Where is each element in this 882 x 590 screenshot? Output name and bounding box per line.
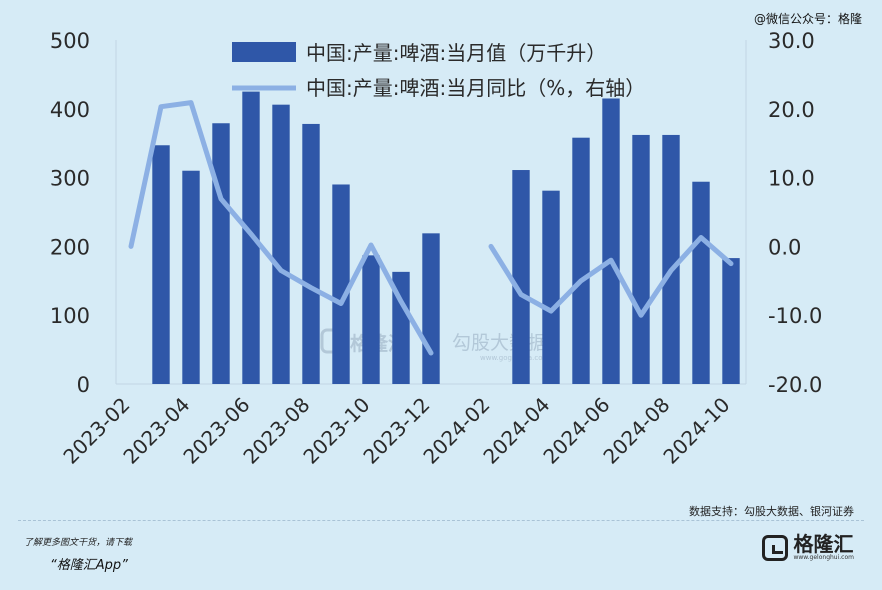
y-left-tick-label: 100 (50, 304, 90, 328)
y-right-tick-label: -20.0 (768, 373, 822, 397)
watermark-product: 勾股大数据 (452, 332, 547, 354)
bar (632, 134, 650, 384)
legend-bar-label: 中国:产量:啤酒:当月值（万千升） (306, 41, 606, 65)
bar (362, 255, 380, 384)
line-point (430, 352, 432, 354)
line-point (340, 303, 342, 305)
y-left-tick-label: 400 (50, 98, 90, 122)
line-point (310, 287, 312, 289)
line-point (250, 233, 252, 235)
logo-name: 格隆汇 (793, 532, 854, 556)
bar (422, 233, 440, 384)
y-left-tick-label: 200 (50, 235, 90, 259)
y-right-tick-label: 10.0 (768, 167, 815, 191)
bar (182, 170, 200, 384)
y-right-tick-label: 0.0 (768, 235, 801, 259)
line-point (370, 244, 372, 246)
line-point (280, 269, 282, 271)
bar (662, 134, 680, 384)
line-point (670, 269, 672, 271)
brand-logo: 格隆汇 www.gelonghui.com (762, 534, 854, 561)
y-left-tick-label: 500 (50, 29, 90, 53)
bar (302, 123, 320, 384)
line-point (520, 294, 522, 296)
bar (572, 137, 590, 384)
x-tick-label: 2024-10 (658, 393, 734, 469)
y-left-tick-label: 0 (77, 373, 90, 397)
logo-url: www.gelonghui.com (793, 554, 854, 561)
legend-line-label: 中国:产量:啤酒:当月同比（%，右轴） (306, 76, 645, 100)
bar (512, 170, 530, 384)
y-right-tick-label: 30.0 (768, 29, 815, 53)
line-point (640, 314, 642, 316)
line-point (700, 236, 702, 238)
bar (602, 98, 620, 384)
y-left-tick-label: 300 (50, 167, 90, 191)
line-point (130, 245, 132, 247)
line-point (490, 245, 492, 247)
legend-bar-swatch (232, 42, 296, 62)
line-point (730, 263, 732, 265)
line-point (190, 102, 192, 104)
bar (542, 190, 560, 384)
bar (722, 258, 740, 384)
chart-area: 格隆汇勾股大数据www.gogudata.com0100200300400500… (50, 29, 822, 469)
bar (272, 104, 290, 384)
bar (212, 123, 230, 385)
divider (18, 520, 864, 521)
footer-app-name: “格隆汇App” (50, 558, 128, 573)
line-point (580, 280, 582, 282)
wechat-watermark: @微信公众号：格隆 (753, 12, 862, 26)
bar (692, 181, 710, 384)
line-point (610, 259, 612, 261)
line-point (550, 310, 552, 312)
y-right-tick-label: -10.0 (768, 304, 822, 328)
y-right-tick-label: 20.0 (768, 98, 815, 122)
line-point (160, 106, 162, 108)
line-point (220, 198, 222, 200)
footer-download-text: 了解更多图文干货，请下载 (24, 538, 133, 548)
bar (332, 184, 350, 384)
line-point (400, 300, 402, 302)
bar (392, 271, 410, 384)
bar (152, 145, 170, 384)
logo-icon (762, 534, 789, 561)
data-source: 数据支持：勾股大数据、银河证券 (689, 505, 854, 518)
beer-production-chart: 格隆汇勾股大数据www.gogudata.com0100200300400500… (50, 29, 822, 469)
